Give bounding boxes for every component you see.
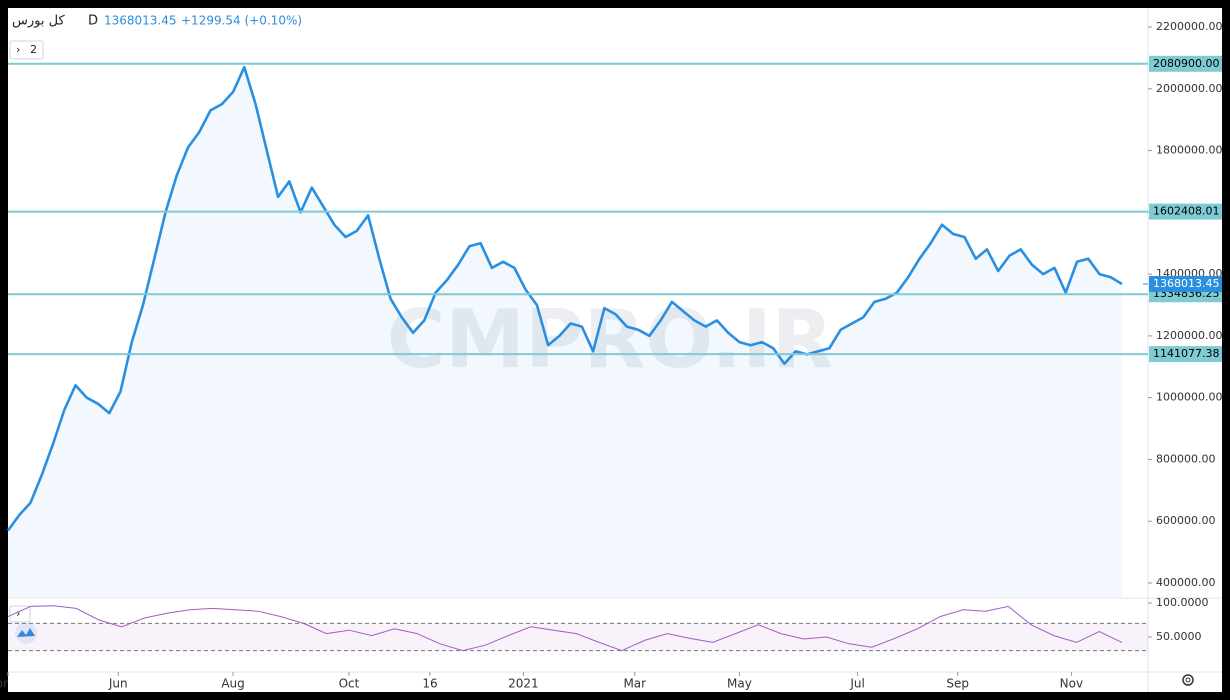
x-tick-label: or [0, 677, 8, 691]
interval: D [88, 14, 98, 29]
last-price-box [1149, 275, 1222, 292]
last-price: 1368013.45 [104, 14, 177, 28]
level-label: 2080900.00 [1153, 57, 1219, 70]
level-label-box [1149, 203, 1222, 220]
last-price-label: 1368013.45 [1153, 277, 1219, 290]
watermark: CMPRO.IR [387, 293, 834, 386]
y-tick-label: 800000.00 [1156, 452, 1216, 465]
rsi-tick-label: 100.0000 [1156, 596, 1209, 609]
price-area [8, 67, 1122, 597]
x-tick-label: Jun [108, 677, 128, 691]
x-tick-label: Jul [849, 677, 864, 691]
rsi-toggle[interactable] [9, 605, 31, 623]
x-tick-label: Oct [339, 677, 360, 691]
y-tick-label: 400000.00 [1156, 576, 1216, 589]
y-tick-label: 2000000.00 [1156, 82, 1222, 95]
indicator-toggle[interactable] [9, 40, 44, 60]
symbol: كل بورس [12, 14, 65, 29]
y-tick-label: 1000000.00 [1156, 391, 1222, 404]
level-label: 1141077.38 [1153, 347, 1219, 360]
x-tick-label: Sep [946, 677, 969, 691]
rsi-icon[interactable] [15, 622, 37, 644]
rsi-icon-shape [17, 628, 35, 637]
level-label-box [1149, 346, 1222, 363]
level-label-box [1149, 55, 1222, 72]
gear [1182, 674, 1194, 686]
x-tick-label: Mar [623, 677, 646, 691]
y-tick-label: 1200000.00 [1156, 329, 1222, 342]
y-tick-label: 600000.00 [1156, 514, 1216, 527]
settings-icon[interactable] [1182, 674, 1194, 686]
chevron: › [16, 43, 20, 56]
chevron: › [16, 607, 20, 620]
x-tick-label: Aug [221, 677, 244, 691]
x-tick-label: Nov [1060, 677, 1083, 691]
level-label: 1602408.01 [1153, 205, 1219, 218]
rsi-line [7, 605, 1123, 652]
chart-background [8, 8, 1222, 692]
x-tick-label: 16 [422, 677, 437, 691]
indicator-count[interactable]: 2 [30, 43, 37, 56]
rsi-tick-label: 50.0000 [1156, 630, 1202, 643]
price-change: +1299.54 (+0.10%) [181, 14, 302, 28]
y-tick-label: 2200000.00 [1156, 20, 1222, 33]
x-tick-label: 2021 [508, 677, 539, 691]
price-line [6, 65, 1123, 532]
gear-hub [1185, 677, 1191, 683]
rsi-band [8, 623, 1148, 651]
x-tick-label: May [727, 677, 752, 691]
y-tick-label: 1800000.00 [1156, 144, 1222, 157]
